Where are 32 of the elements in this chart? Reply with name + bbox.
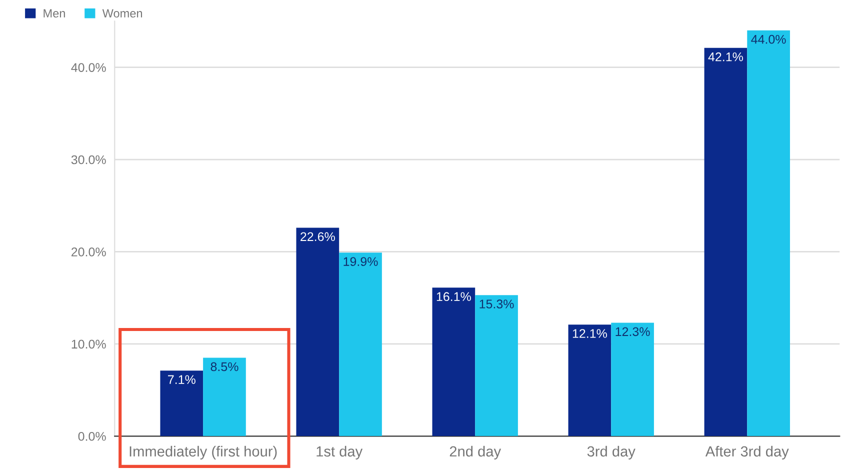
y-tick-label: 40.0% bbox=[71, 63, 106, 72]
data-label: 44.0% bbox=[751, 34, 786, 44]
bar bbox=[747, 30, 790, 436]
x-tick-label: Immediately (first hour) bbox=[130, 446, 277, 460]
data-label: 12.1% bbox=[572, 329, 607, 338]
x-tick-label: After 3rd day bbox=[705, 446, 789, 460]
bar bbox=[568, 324, 612, 436]
bar bbox=[296, 228, 340, 436]
x-tick-label: 1st day bbox=[316, 446, 363, 460]
legend-label: Women bbox=[102, 9, 142, 18]
data-label: 19.9% bbox=[344, 257, 378, 266]
data-label: 8.5% bbox=[210, 362, 238, 372]
data-label: 12.3% bbox=[616, 327, 650, 336]
data-label: 22.6% bbox=[300, 232, 335, 242]
bar bbox=[432, 288, 476, 436]
data-label: 15.3% bbox=[480, 300, 514, 308]
bar bbox=[704, 48, 748, 436]
data-label: 7.1% bbox=[168, 375, 196, 384]
data-label: 16.1% bbox=[436, 292, 471, 302]
bar bbox=[160, 370, 204, 436]
x-tick-label: 2nd day bbox=[450, 446, 502, 460]
y-tick-label: 10.0% bbox=[72, 340, 106, 349]
x-tick-label: 3rd day bbox=[587, 446, 636, 460]
legend-label: Men bbox=[44, 9, 65, 18]
y-tick-label: 0.0% bbox=[78, 432, 106, 441]
data-label: 42.1% bbox=[708, 52, 743, 62]
bar bbox=[475, 295, 518, 436]
bar bbox=[611, 322, 654, 436]
y-tick-label: 20.0% bbox=[72, 248, 106, 256]
bar bbox=[339, 252, 382, 436]
y-tick-label: 30.0% bbox=[71, 155, 106, 164]
bar bbox=[203, 358, 246, 436]
